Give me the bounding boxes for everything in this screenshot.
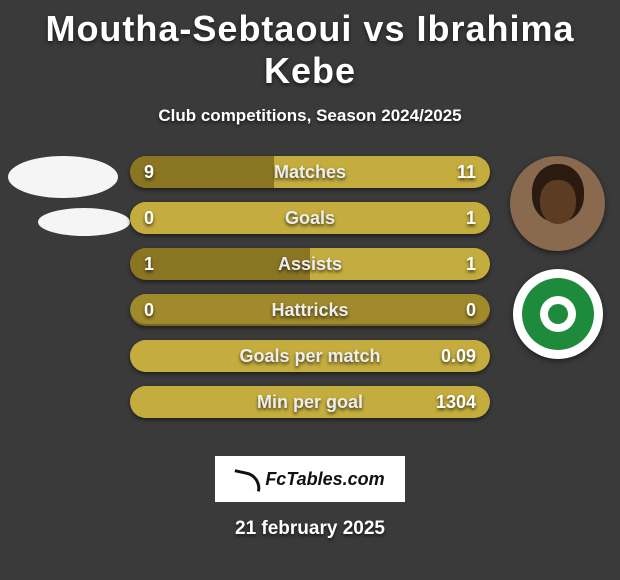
stat-value-left: 0 (144, 202, 154, 234)
left-player-column (8, 156, 113, 236)
stat-label: Goals (130, 202, 490, 234)
right-player-avatar (510, 156, 605, 251)
source-logo: FcTables.com (215, 456, 405, 502)
club-badge-icon (522, 278, 594, 350)
stat-row: Assists1 1 (130, 248, 490, 280)
stat-label: Goals per match (130, 340, 490, 372)
stat-label: Hattricks (130, 294, 490, 326)
stat-value-right: 0.09 (441, 340, 476, 372)
stat-row: Goals per match0.09 (130, 340, 490, 372)
stat-bars: Matches911Goals01Assists11Hattricks00Goa… (130, 156, 490, 432)
stat-value-left: 9 (144, 156, 154, 188)
stat-value-left: 1 (144, 248, 154, 280)
stat-value-right: 1304 (436, 386, 476, 418)
fctables-swoosh-icon (235, 470, 261, 488)
stat-row: Min per goal1304 (130, 386, 490, 418)
stat-row: Matches9 11 (130, 156, 490, 188)
stat-value-right: 11 (457, 156, 476, 188)
stat-row: Goals0 1 (130, 202, 490, 234)
stat-label: Matches (130, 156, 490, 188)
page-title: Moutha-Sebtaoui vs Ibrahima Kebe (0, 0, 620, 92)
source-logo-text: FcTables.com (265, 469, 384, 490)
date-label: 21 february 2025 (0, 518, 620, 540)
stat-value-right: 0 (466, 294, 476, 326)
stat-value-right: 1 (466, 248, 476, 280)
right-player-column (505, 156, 610, 359)
stat-value-left: 0 (144, 294, 154, 326)
stat-label: Assists (130, 248, 490, 280)
stat-value-right: 1 (466, 202, 476, 234)
left-player-avatar (8, 156, 118, 198)
subtitle: Club competitions, Season 2024/2025 (0, 106, 620, 126)
stat-row: Hattricks0 0 (130, 294, 490, 326)
left-club-badge (38, 208, 130, 236)
right-club-badge (513, 269, 603, 359)
comparison-chart: Matches911Goals01Assists11Hattricks00Goa… (0, 156, 620, 446)
